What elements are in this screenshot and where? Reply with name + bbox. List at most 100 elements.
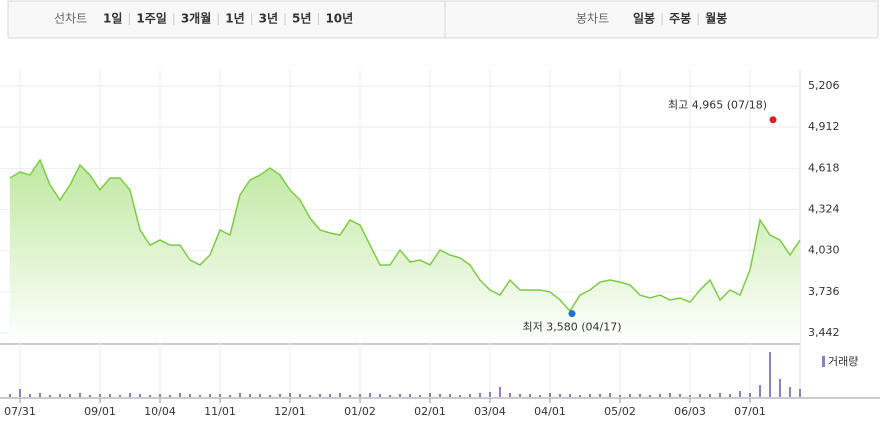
volume-bar <box>499 387 501 397</box>
volume-bar <box>789 387 791 397</box>
volume-bar <box>319 394 321 397</box>
volume-bar <box>459 395 461 397</box>
volume-bar <box>469 394 471 397</box>
toolbar <box>7 0 879 39</box>
y-tick-label: 4,324 <box>808 203 840 216</box>
x-tick-label: 03/04 <box>474 405 506 418</box>
volume-bar <box>689 395 691 397</box>
volume-bar <box>129 393 131 397</box>
volume-bar <box>489 392 491 397</box>
x-tick-label: 02/01 <box>414 405 446 418</box>
volume-bar <box>99 394 101 397</box>
period-tab[interactable]: 5년 <box>292 12 311 26</box>
volume-bar <box>669 393 671 397</box>
x-tick-label: 07/31 <box>4 405 36 418</box>
extreme-marker <box>769 116 777 124</box>
x-tick-label: 12/01 <box>274 405 306 418</box>
y-tick-label: 4,030 <box>808 244 840 257</box>
volume-bar <box>199 395 201 397</box>
candle-tab[interactable]: 일봉 <box>633 12 655 26</box>
period-tab[interactable]: 1주일 <box>136 12 166 26</box>
volume-bar <box>29 394 31 397</box>
x-tick-label: 11/01 <box>204 405 236 418</box>
volume-bar <box>559 394 561 397</box>
volume-bar <box>619 395 621 397</box>
extreme-marker <box>568 310 576 318</box>
volume-bar <box>239 393 241 397</box>
volume-bar <box>449 394 451 397</box>
volume-bar <box>359 394 361 397</box>
period-tab[interactable]: 10년 <box>325 12 353 26</box>
volume-bar <box>579 395 581 397</box>
volume-bar <box>369 393 371 397</box>
volume-bar <box>539 395 541 397</box>
volume-bar <box>119 395 121 397</box>
area <box>10 159 800 343</box>
volume-bar <box>779 379 781 397</box>
y-tick-label: 4,912 <box>808 120 840 133</box>
volume-bar <box>9 394 11 397</box>
y-tick-label: 5,206 <box>808 79 840 92</box>
volume-bar <box>679 394 681 397</box>
volume-bar <box>259 394 261 397</box>
x-tick-label: 07/01 <box>734 405 766 418</box>
volume-bar <box>649 395 651 397</box>
candle-tab[interactable]: 월봉 <box>705 11 727 26</box>
y-tick-label: 3,442 <box>808 326 840 339</box>
volume-bar <box>309 395 311 397</box>
volume-bar <box>169 395 171 397</box>
extreme-label: 최저 3,580 (04/17) <box>522 321 621 334</box>
period-tab[interactable]: 1일 <box>103 12 122 26</box>
volume-bar <box>519 394 521 397</box>
volume-bar <box>89 395 91 397</box>
price-line <box>9 158 801 313</box>
volume-bar <box>379 394 381 397</box>
x-tick-label: 04/01 <box>534 405 566 418</box>
volume-bar <box>219 394 221 397</box>
extreme-label: 최고 4,965 (07/18) <box>668 99 767 112</box>
volume-bar <box>339 393 341 397</box>
volume-bar <box>589 394 591 397</box>
volume-bar <box>769 352 771 397</box>
volume-bar <box>349 395 351 397</box>
volume-bar <box>419 395 421 397</box>
volume-bar <box>729 394 731 397</box>
volume-bar <box>529 394 531 397</box>
volume-bar <box>39 393 41 397</box>
volume-bar <box>299 394 301 397</box>
volume-legend-swatch <box>822 356 825 367</box>
volume-bar <box>209 394 211 397</box>
volume-bar <box>609 393 611 397</box>
period-tab[interactable]: 1년 <box>225 12 244 26</box>
volume-bar <box>329 394 331 397</box>
x-tick-label: 10/04 <box>144 405 176 418</box>
volume-bar <box>189 394 191 397</box>
period-tab[interactable]: 3년 <box>259 12 278 26</box>
volume-bar <box>249 394 251 397</box>
y-tick-label: 3,736 <box>808 285 840 298</box>
line-chart-label: 선차트 <box>54 12 87 26</box>
x-tick-label: 01/02 <box>344 405 376 418</box>
volume-bar <box>139 394 141 397</box>
volume-bar <box>409 394 411 397</box>
volume-bar <box>79 393 81 397</box>
volume-bar <box>629 394 631 397</box>
volume-bar <box>799 389 801 397</box>
volume-bar <box>759 385 761 397</box>
volume-bar <box>699 394 701 397</box>
volume-bar <box>149 395 151 397</box>
x-tick-label: 06/03 <box>674 405 706 418</box>
volume-bar <box>109 394 111 397</box>
volume-legend: 거래량 <box>828 355 858 368</box>
volume-bar <box>739 391 741 397</box>
volume-bar <box>399 394 401 397</box>
volume-bar <box>269 395 271 397</box>
period-tab[interactable]: 3개월 <box>181 11 211 26</box>
volume-bar <box>159 394 161 397</box>
volume-bar <box>439 394 441 397</box>
volume-bar <box>709 394 711 397</box>
volume-bar <box>479 393 481 397</box>
toolbar-items: 선차트 1일 1주일 3개월 1년 3년 5년 10년 봉차트 일봉 주봉 월봉 <box>54 11 727 26</box>
candle-tab[interactable]: 주봉 <box>669 12 691 26</box>
